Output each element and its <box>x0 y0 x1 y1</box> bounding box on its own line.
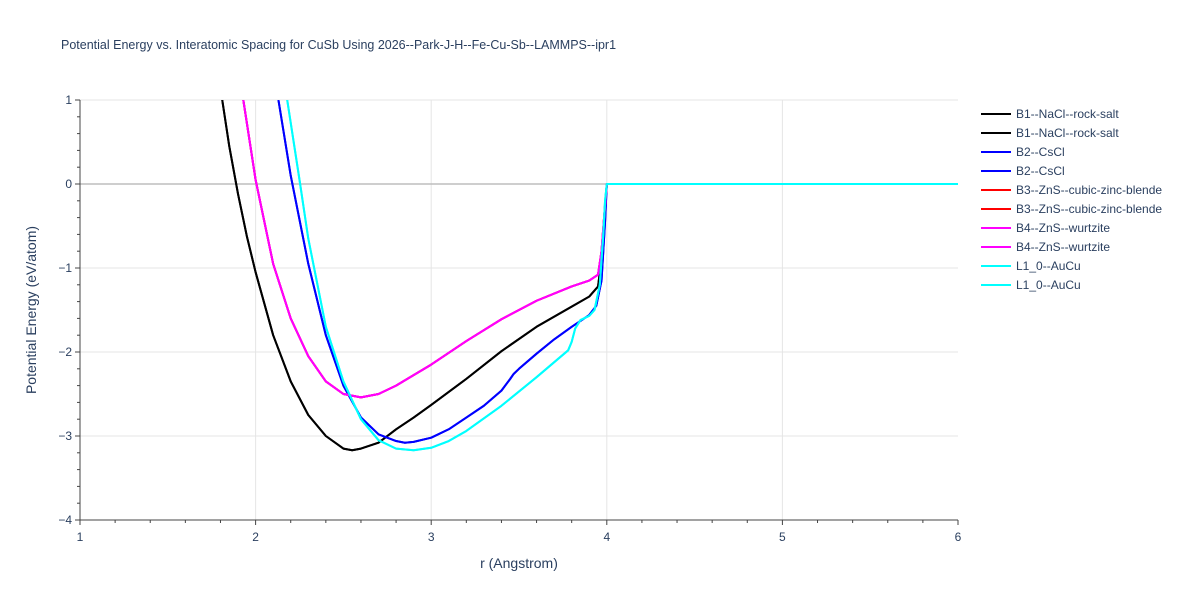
y-tick-label: 1 <box>65 93 72 107</box>
legend-item[interactable]: B2--CsCl <box>981 164 1065 178</box>
series-line-3[interactable] <box>277 100 958 444</box>
x-tick-label: 2 <box>252 530 259 544</box>
y-tick-label: −1 <box>58 261 72 275</box>
series-line-8[interactable] <box>286 100 958 452</box>
series-line-4[interactable] <box>242 100 958 399</box>
legend[interactable]: B1--NaCl--rock-salt B1--NaCl--rock-salt B2… <box>981 107 1162 292</box>
legend-item[interactable]: B1--NaCl--rock-salt <box>981 107 1119 121</box>
legend-label: B1--NaCl--rock-salt <box>1016 126 1119 140</box>
x-tick-label: 6 <box>955 530 962 544</box>
grid <box>80 99 958 520</box>
series-line-6[interactable] <box>242 100 958 399</box>
legend-item[interactable]: B2--CsCl <box>981 145 1065 159</box>
chart-title: Potential Energy vs. Interatomic Spacing… <box>61 38 617 52</box>
y-axis-title: Potential Energy (eV/atom) <box>23 226 39 394</box>
legend-item[interactable]: B3--ZnS--cubic-zinc-blende <box>981 183 1162 197</box>
series-line-7[interactable] <box>242 100 958 399</box>
legend-label: B4--ZnS--wurtzite <box>1016 221 1110 235</box>
series-line-0[interactable] <box>221 100 958 452</box>
axes: 1 2 3 4 5 6 −4 −3 −2 −1 0 1 <box>58 93 961 544</box>
legend-item[interactable]: B3--ZnS--cubic-zinc-blende <box>981 202 1162 216</box>
legend-label: B2--CsCl <box>1016 164 1065 178</box>
legend-item[interactable]: B4--ZnS--wurtzite <box>981 240 1110 254</box>
x-tick-label: 4 <box>603 530 610 544</box>
y-tick-label: −3 <box>58 429 72 443</box>
legend-label: B2--CsCl <box>1016 145 1065 159</box>
x-axis-title: r (Angstrom) <box>480 555 558 571</box>
legend-item[interactable]: B1--NaCl--rock-salt <box>981 126 1119 140</box>
y-tick-label: 0 <box>65 177 72 191</box>
y-tick-label: −2 <box>58 345 72 359</box>
series-line-1[interactable] <box>221 100 958 452</box>
legend-item[interactable]: L1_0--AuCu <box>981 278 1081 292</box>
x-tick-label: 3 <box>428 530 435 544</box>
legend-item[interactable]: B4--ZnS--wurtzite <box>981 221 1110 235</box>
y-tick-label: −4 <box>58 513 72 527</box>
legend-label: B3--ZnS--cubic-zinc-blende <box>1016 202 1162 216</box>
x-tick-label: 5 <box>779 530 786 544</box>
x-tick-label: 1 <box>77 530 84 544</box>
legend-label: L1_0--AuCu <box>1016 278 1081 292</box>
series-group <box>221 100 958 452</box>
series-line-9[interactable] <box>286 100 958 452</box>
legend-label: B1--NaCl--rock-salt <box>1016 107 1119 121</box>
legend-item[interactable]: L1_0--AuCu <box>981 259 1081 273</box>
legend-label: B3--ZnS--cubic-zinc-blende <box>1016 183 1162 197</box>
legend-label: B4--ZnS--wurtzite <box>1016 240 1110 254</box>
series-line-2[interactable] <box>277 100 958 444</box>
series-line-5[interactable] <box>242 100 958 399</box>
legend-label: L1_0--AuCu <box>1016 259 1081 273</box>
